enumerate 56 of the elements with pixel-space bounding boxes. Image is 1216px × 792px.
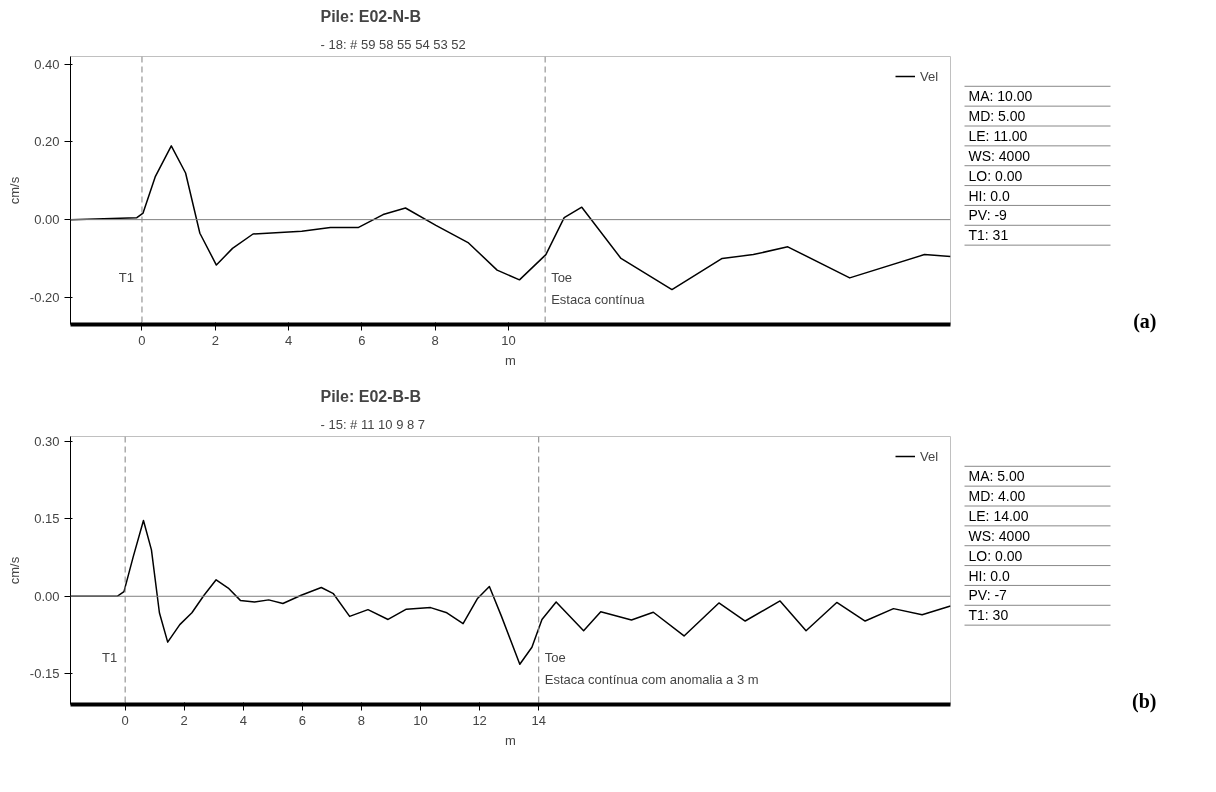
x-tick-label: 8 bbox=[357, 712, 366, 728]
ref-line-label: T1 bbox=[101, 649, 118, 665]
x-tick-label: 4 bbox=[284, 332, 293, 348]
chart-title: Pile: E02-N-B bbox=[320, 7, 421, 25]
x-tick-label: 6 bbox=[298, 712, 307, 728]
text: LO: 0.00 bbox=[968, 547, 1023, 564]
chart-subtitle: - 15: # 11 10 9 8 7 bbox=[320, 416, 426, 432]
x-tick-label: 10 bbox=[501, 332, 516, 348]
y-tick-label: 0.30 bbox=[34, 434, 60, 450]
text: PV: -7 bbox=[968, 587, 1008, 604]
legend-label: Vel bbox=[920, 68, 940, 84]
annotation: Estaca contínua bbox=[551, 291, 646, 307]
text: MD: 5.00 bbox=[968, 108, 1026, 125]
x-tick-label: 6 bbox=[358, 332, 366, 348]
text: HI: 0.0 bbox=[968, 567, 1010, 584]
x-tick-label: 14 bbox=[531, 712, 546, 728]
x-axis-title: m bbox=[505, 732, 516, 748]
x-tick-label: 12 bbox=[472, 712, 487, 728]
x-tick-label: 8 bbox=[431, 332, 439, 348]
text: WS: 4000 bbox=[968, 147, 1031, 164]
text: HI: 0.0 bbox=[968, 187, 1010, 204]
x-tick-label: 2 bbox=[180, 712, 188, 728]
y-tick-label: 0.40 bbox=[34, 56, 60, 72]
y-tick-label: 0.20 bbox=[34, 134, 60, 150]
text: WS: 4000 bbox=[968, 527, 1031, 544]
y-axis-title: cm/s bbox=[6, 176, 22, 205]
y-tick-label: -0.20 bbox=[29, 289, 60, 305]
ref-line-label: Toe bbox=[544, 649, 566, 665]
text: MD: 4.00 bbox=[968, 488, 1026, 505]
y-tick-label: 0.00 bbox=[34, 588, 60, 604]
y-tick-label: 0.00 bbox=[34, 212, 60, 228]
text: PV: -9 bbox=[968, 207, 1008, 224]
chart-title: Pile: E02-B-B bbox=[320, 387, 421, 405]
ref-line-label: Toe bbox=[551, 269, 573, 285]
x-tick-label: 0 bbox=[121, 712, 129, 728]
y-axis-title: cm/s bbox=[6, 556, 22, 585]
text: LE: 14.00 bbox=[968, 507, 1029, 524]
text: T1: 30 bbox=[968, 607, 1009, 624]
text: T1: 31 bbox=[968, 227, 1009, 244]
text: LO: 0.00 bbox=[968, 167, 1023, 184]
text: (a) bbox=[1133, 309, 1157, 333]
chart-subtitle: - 18: # 59 58 55 54 53 52 bbox=[320, 36, 466, 52]
y-tick-label: -0.15 bbox=[29, 666, 60, 682]
y-tick-label: 0.15 bbox=[34, 511, 60, 527]
text: (b) bbox=[1132, 689, 1157, 713]
annotation: Estaca contínua com anomalia a 3 m bbox=[544, 671, 759, 687]
text: MA: 10.00 bbox=[968, 88, 1033, 105]
x-axis-title: m bbox=[505, 352, 516, 368]
text: LE: 11.00 bbox=[968, 127, 1028, 144]
x-tick-label: 2 bbox=[211, 332, 219, 348]
legend-label: Vel bbox=[920, 448, 940, 464]
x-tick-label: 4 bbox=[239, 712, 247, 728]
x-tick-label: 10 bbox=[413, 712, 428, 728]
x-tick-label: 0 bbox=[138, 332, 146, 348]
ref-line-label: T1 bbox=[118, 269, 134, 285]
text: MA: 5.00 bbox=[968, 468, 1025, 485]
